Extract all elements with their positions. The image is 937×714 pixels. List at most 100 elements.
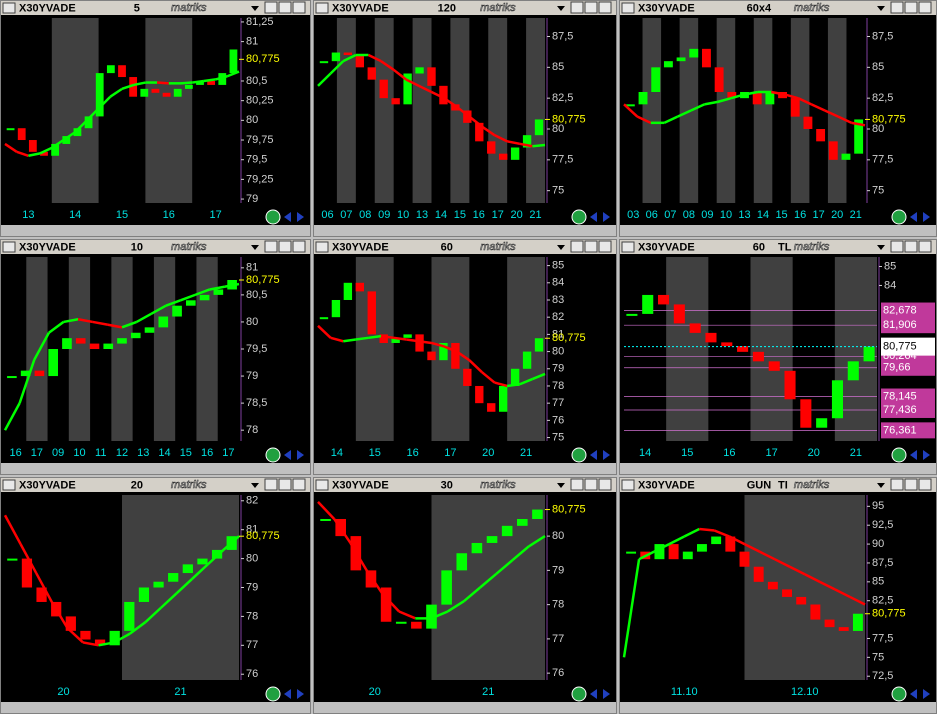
scroll-left-button[interactable] bbox=[910, 689, 917, 699]
maximize-button[interactable] bbox=[584, 240, 598, 253]
last-price: 80,775 bbox=[552, 113, 586, 125]
scroll-left-button[interactable] bbox=[590, 689, 597, 699]
price-bar bbox=[803, 116, 813, 129]
scroll-right-button[interactable] bbox=[923, 689, 930, 699]
scroll-right-button[interactable] bbox=[297, 689, 304, 699]
refresh-button[interactable] bbox=[571, 447, 587, 463]
maximize-button[interactable] bbox=[278, 478, 292, 491]
close-button[interactable] bbox=[918, 1, 932, 14]
maximize-button[interactable] bbox=[584, 1, 598, 14]
x-label: 06 bbox=[321, 209, 333, 221]
dropdown-button[interactable] bbox=[251, 483, 259, 488]
scroll-left-button[interactable] bbox=[910, 450, 917, 460]
minimize-button[interactable] bbox=[264, 478, 278, 491]
moving-average bbox=[63, 318, 79, 324]
close-button[interactable] bbox=[918, 478, 932, 491]
scroll-right-button[interactable] bbox=[297, 212, 304, 222]
scroll-left-button[interactable] bbox=[590, 450, 597, 460]
price-bar bbox=[73, 128, 82, 137]
moving-average bbox=[849, 595, 866, 606]
refresh-button[interactable] bbox=[265, 447, 281, 463]
minimize-button[interactable] bbox=[890, 478, 904, 491]
price-bar bbox=[534, 119, 544, 136]
maximize-button[interactable] bbox=[904, 240, 918, 253]
dropdown-button[interactable] bbox=[557, 245, 565, 250]
dropdown-button[interactable] bbox=[251, 245, 259, 250]
dropdown-button[interactable] bbox=[251, 6, 259, 11]
scroll-right-button[interactable] bbox=[297, 450, 304, 460]
price-bar bbox=[343, 282, 353, 300]
minimize-button[interactable] bbox=[890, 1, 904, 14]
refresh-button[interactable] bbox=[265, 209, 281, 225]
dropdown-button[interactable] bbox=[877, 245, 885, 250]
moving-average bbox=[759, 550, 776, 561]
moving-average bbox=[704, 100, 718, 106]
minimize-button[interactable] bbox=[264, 240, 278, 253]
minimize-button[interactable] bbox=[264, 1, 278, 14]
maximize-button[interactable] bbox=[584, 478, 598, 491]
moving-average bbox=[349, 542, 368, 572]
scroll-left-button[interactable] bbox=[284, 450, 291, 460]
price-bar bbox=[782, 589, 792, 597]
scroll-left-button[interactable] bbox=[284, 212, 291, 222]
moving-average bbox=[797, 97, 812, 106]
moving-average bbox=[160, 592, 178, 609]
x-label: 03 bbox=[627, 209, 639, 221]
maximize-button[interactable] bbox=[904, 478, 918, 491]
minimize-button[interactable] bbox=[890, 240, 904, 253]
scroll-right-button[interactable] bbox=[603, 212, 610, 222]
price-bar bbox=[36, 587, 47, 602]
moving-average bbox=[3, 402, 21, 431]
moving-average bbox=[330, 336, 344, 343]
price-bar bbox=[403, 73, 412, 105]
dropdown-button[interactable] bbox=[877, 6, 885, 11]
price-bar bbox=[721, 342, 733, 347]
refresh-button[interactable] bbox=[891, 209, 907, 225]
scroll-left-button[interactable] bbox=[284, 689, 291, 699]
moving-average bbox=[668, 535, 685, 546]
refresh-button[interactable] bbox=[265, 686, 281, 702]
moving-average bbox=[51, 138, 65, 149]
close-button[interactable] bbox=[292, 478, 306, 491]
dropdown-button[interactable] bbox=[557, 6, 565, 11]
price-bar bbox=[510, 368, 520, 386]
maximize-button[interactable] bbox=[278, 1, 292, 14]
dropdown-button[interactable] bbox=[557, 483, 565, 488]
close-button[interactable] bbox=[598, 478, 612, 491]
moving-average bbox=[4, 142, 18, 153]
x-label: 14 bbox=[757, 209, 769, 221]
maximize-button[interactable] bbox=[904, 1, 918, 14]
close-button[interactable] bbox=[598, 1, 612, 14]
scroll-right-button[interactable] bbox=[923, 450, 930, 460]
price-bar bbox=[642, 294, 654, 314]
dropdown-button[interactable] bbox=[877, 483, 885, 488]
refresh-button[interactable] bbox=[891, 686, 907, 702]
price-bar bbox=[62, 136, 71, 144]
scroll-right-button[interactable] bbox=[923, 212, 930, 222]
scroll-left-button[interactable] bbox=[910, 212, 917, 222]
minimize-button[interactable] bbox=[570, 1, 584, 14]
last-price: 80,775 bbox=[552, 332, 586, 344]
moving-average bbox=[804, 573, 821, 583]
y-tick-label: 81 bbox=[246, 524, 258, 536]
title-bar bbox=[620, 478, 936, 492]
maximize-button[interactable] bbox=[278, 240, 292, 253]
minimize-button[interactable] bbox=[570, 240, 584, 253]
refresh-button[interactable] bbox=[571, 686, 587, 702]
moving-average bbox=[479, 572, 498, 589]
scroll-right-button[interactable] bbox=[603, 689, 610, 699]
moving-average bbox=[206, 549, 225, 566]
logo: matriks bbox=[480, 2, 516, 14]
price-bar bbox=[7, 376, 17, 379]
scroll-left-button[interactable] bbox=[590, 212, 597, 222]
close-button[interactable] bbox=[918, 240, 932, 253]
refresh-button[interactable] bbox=[571, 209, 587, 225]
scroll-right-button[interactable] bbox=[603, 450, 610, 460]
price-bar bbox=[427, 351, 436, 361]
close-button[interactable] bbox=[292, 1, 306, 14]
refresh-button[interactable] bbox=[891, 447, 907, 463]
close-button[interactable] bbox=[292, 240, 306, 253]
minimize-button[interactable] bbox=[570, 478, 584, 491]
close-button[interactable] bbox=[598, 240, 612, 253]
x-label: 16 bbox=[10, 447, 22, 459]
